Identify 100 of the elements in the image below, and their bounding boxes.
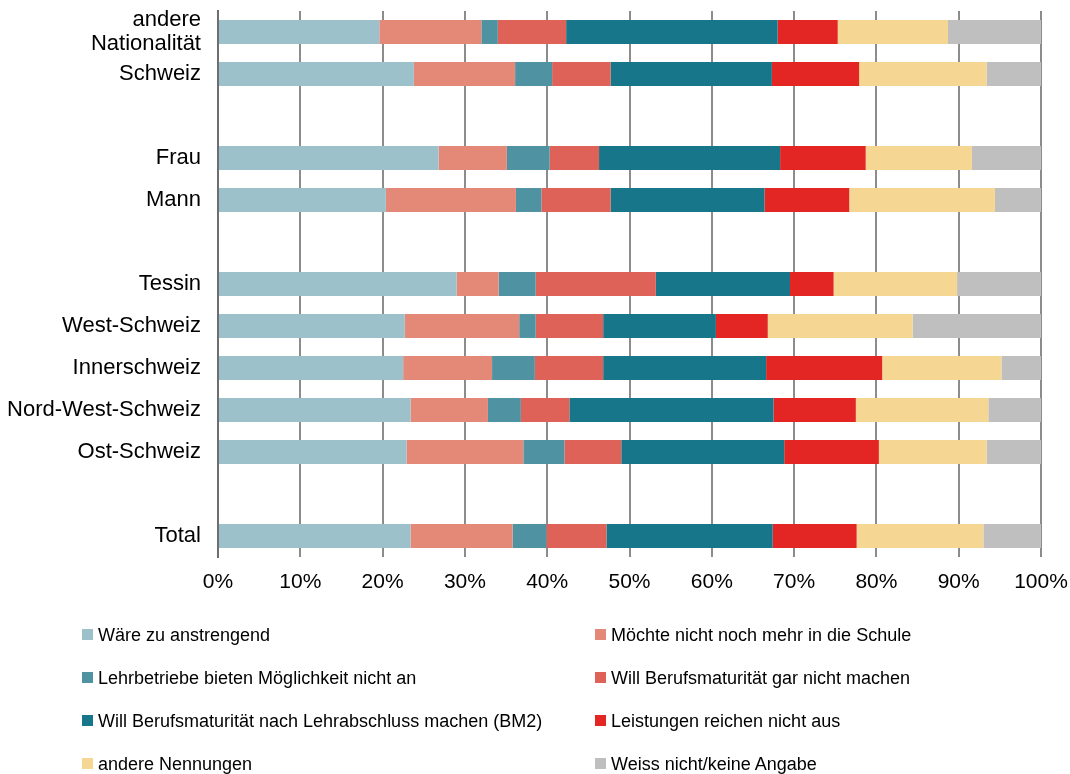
x-tick-label: 70% <box>773 569 816 593</box>
bar <box>515 188 542 212</box>
bar <box>773 398 856 422</box>
legend-label: Weiss nicht/keine Angabe <box>611 753 817 774</box>
bar <box>219 62 414 86</box>
bar <box>994 188 1041 212</box>
y-tick-label: Tessin <box>138 270 201 296</box>
bar <box>983 524 1041 548</box>
bar <box>403 356 493 380</box>
bar <box>512 524 547 548</box>
bar <box>855 398 989 422</box>
bar <box>413 62 516 86</box>
bar <box>546 524 607 548</box>
bar <box>385 188 516 212</box>
legend-label: Lehrbetriebe bieten Möglichkeit nicht an <box>98 667 417 688</box>
bar <box>535 272 656 296</box>
bar <box>655 272 790 296</box>
y-tick-label: Innerschweiz <box>72 354 201 380</box>
y-tick-label: Total <box>154 522 201 548</box>
y-tick-label: West-Schweiz <box>62 312 201 338</box>
bar <box>764 188 850 212</box>
bar <box>406 440 524 464</box>
y-tick-label: Ost-Schweiz <box>77 438 201 464</box>
bar <box>988 398 1041 422</box>
bar <box>610 62 772 86</box>
bar <box>986 440 1041 464</box>
bar <box>219 20 380 44</box>
bar <box>534 356 604 380</box>
bar <box>865 146 972 170</box>
bar <box>535 314 604 338</box>
bar <box>492 356 535 380</box>
bar <box>515 62 553 86</box>
bar <box>520 398 570 422</box>
bar <box>771 62 860 86</box>
y-tick-label: Frau <box>155 144 201 170</box>
bar <box>481 20 498 44</box>
legend-label: Möchte nicht noch mehr in die Schule <box>611 624 912 645</box>
bar <box>219 356 404 380</box>
bar <box>438 146 507 170</box>
bar <box>549 146 600 170</box>
y-tick-label: Mann <box>145 186 201 212</box>
bar <box>404 314 520 338</box>
bar <box>856 524 984 548</box>
bar <box>957 272 1041 296</box>
bar <box>410 398 488 422</box>
legend-label: Wäre zu anstrengend <box>98 624 271 645</box>
bar <box>833 272 958 296</box>
bar <box>766 356 883 380</box>
bar <box>986 62 1041 86</box>
bar <box>621 440 785 464</box>
x-tick-label: 80% <box>855 569 898 593</box>
bar <box>837 20 948 44</box>
bar <box>410 524 513 548</box>
bar <box>603 314 716 338</box>
legend-label: Will Berufsmaturität nach Lehrabschluss machen (BM2) <box>98 710 543 731</box>
bar <box>784 440 879 464</box>
x-tick-label: 10% <box>279 569 322 593</box>
bar <box>564 440 622 464</box>
bar <box>789 272 834 296</box>
bar <box>219 398 411 422</box>
bar <box>606 524 773 548</box>
bar <box>519 314 536 338</box>
x-tick-label: 100% <box>1014 569 1068 593</box>
legend-label: Will Berufsmaturität gar nicht machen <box>611 667 911 688</box>
x-tick-label: 50% <box>608 569 651 593</box>
bar <box>780 146 866 170</box>
bar <box>1001 356 1041 380</box>
bar <box>379 20 482 44</box>
bar <box>497 20 567 44</box>
bar <box>506 146 550 170</box>
bar <box>772 524 857 548</box>
bar <box>219 314 405 338</box>
bar <box>566 20 778 44</box>
bar <box>859 62 987 86</box>
bar <box>219 146 439 170</box>
bar <box>882 356 1002 380</box>
bar <box>219 188 386 212</box>
x-tick-label: 40% <box>526 569 569 593</box>
bar <box>610 188 765 212</box>
bar <box>552 62 611 86</box>
bar <box>777 20 838 44</box>
bar <box>523 440 565 464</box>
bar <box>498 272 536 296</box>
bar <box>219 272 457 296</box>
bar <box>456 272 499 296</box>
bar <box>219 440 407 464</box>
bar <box>487 398 521 422</box>
bar <box>912 314 1041 338</box>
bar <box>569 398 774 422</box>
bar <box>971 146 1041 170</box>
x-tick-label: 60% <box>690 569 733 593</box>
x-tick-label: 30% <box>443 569 486 593</box>
x-tick-label: 20% <box>361 569 404 593</box>
bar <box>603 356 767 380</box>
x-tick-label: 90% <box>937 569 980 593</box>
bar <box>878 440 987 464</box>
bar <box>599 146 781 170</box>
bar <box>541 188 611 212</box>
bar <box>767 314 913 338</box>
legend-label: andere Nennungen <box>98 753 253 774</box>
